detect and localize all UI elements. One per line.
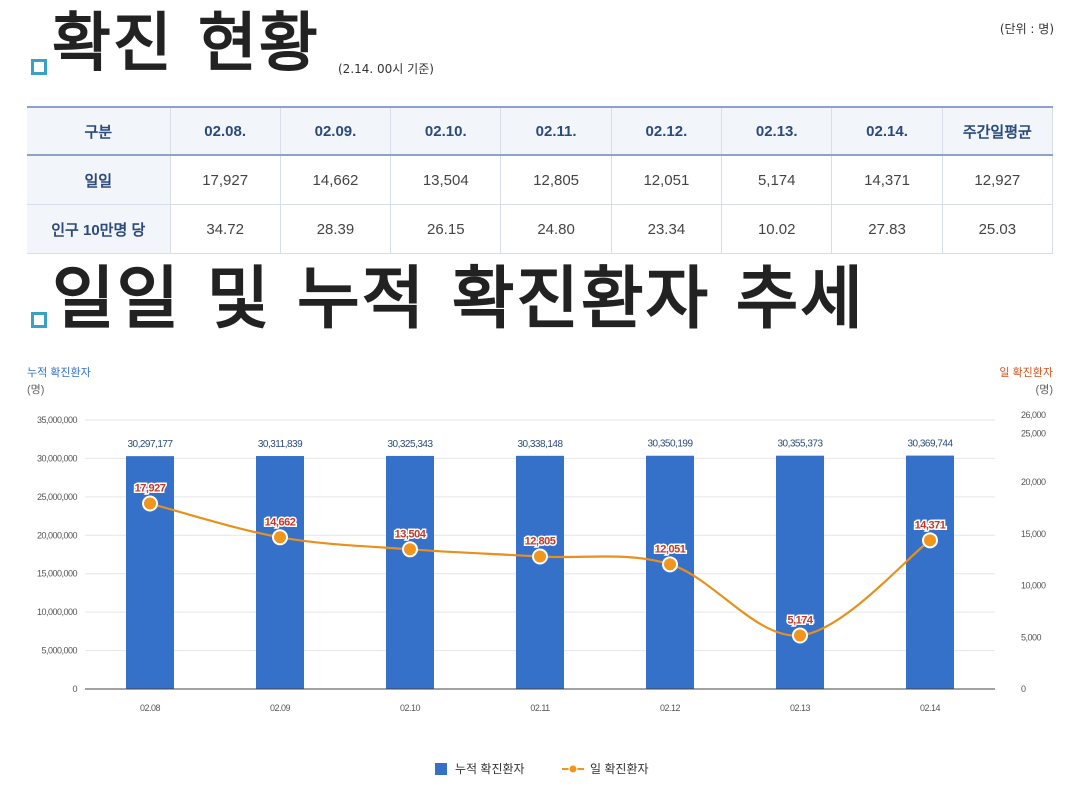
table-cell: 34.72 xyxy=(169,204,281,254)
table-cell: 17,927 xyxy=(169,155,281,205)
bar-data-label: 30,311,839 xyxy=(258,439,303,450)
left-tick-label: 30,000,000 xyxy=(37,453,78,463)
x-tick-label: 02.14 xyxy=(920,703,941,713)
line-data-label: 5,174 xyxy=(787,614,813,626)
x-tick-label: 02.11 xyxy=(530,703,550,713)
left-axis-unit: (명) xyxy=(27,383,44,396)
table-header-row: 구분 02.08. 02.09. 02.10. 02.11. 02.12. 02… xyxy=(27,106,1054,156)
bar-data-label: 30,338,148 xyxy=(517,439,563,450)
table-cell: 26.15 xyxy=(390,204,501,254)
section-bullet-1 xyxy=(31,59,47,75)
x-tick-label: 02.13 xyxy=(790,703,811,713)
table-cell: 12,927 xyxy=(941,155,1054,205)
left-tick-label: 0 xyxy=(72,684,77,694)
x-tick-label: 02.12 xyxy=(660,703,681,713)
column-header: 02.10. xyxy=(390,106,501,156)
trend-chart: 0 5,000,000 10,000,000 15,000,000 20,000,000… xyxy=(27,365,1053,776)
legend-bar-label: 누적 확진환자 xyxy=(455,762,525,776)
table-cell: 23.34 xyxy=(610,204,722,254)
right-tick-label: 20,000 xyxy=(1021,477,1046,487)
bar xyxy=(776,455,824,689)
section-bullet-2 xyxy=(31,312,47,328)
right-tick-label: 25,000 xyxy=(1021,428,1046,438)
bar xyxy=(126,456,174,689)
bar xyxy=(906,455,954,689)
bar-data-label: 30,297,177 xyxy=(127,439,173,450)
table-cell: 12,051 xyxy=(610,155,722,205)
left-tick-label: 35,000,000 xyxy=(37,415,78,425)
table-cell: 25.03 xyxy=(941,204,1054,254)
legend-line-marker xyxy=(568,764,578,774)
legend-line-label: 일 확진환자 xyxy=(590,762,649,776)
line-data-label: 13,504 xyxy=(395,528,427,540)
table-row: 인구 10만명 당 34.72 28.39 26.15 24.80 23.34 … xyxy=(27,204,1054,254)
right-axis-unit: (명) xyxy=(1036,383,1053,396)
column-header: 주간일평균 xyxy=(941,106,1054,156)
table-cell: 5,174 xyxy=(721,155,832,205)
line-data-label: 12,051 xyxy=(655,543,686,555)
table-row: 일일 17,927 14,662 13,504 12,805 12,051 5,… xyxy=(27,155,1054,205)
right-tick-label: 15,000 xyxy=(1021,529,1046,539)
unit-label: (단위 : 명) xyxy=(999,22,1054,36)
left-tick-label: 25,000,000 xyxy=(37,492,78,502)
table-cell: 28.39 xyxy=(279,204,391,254)
column-header: 02.09. xyxy=(279,106,391,156)
right-tick-label: 26,000 xyxy=(1021,410,1046,420)
daily-point xyxy=(532,548,548,565)
column-header: 02.14. xyxy=(831,106,943,156)
bar xyxy=(386,455,434,689)
row-label: 인구 10만명 당 xyxy=(27,204,170,254)
table-cell: 12,805 xyxy=(500,155,612,205)
page-title: 확진 현황 xyxy=(52,7,320,81)
left-tick-label: 10,000,000 xyxy=(37,607,78,617)
table-cell: 13,504 xyxy=(390,155,501,205)
daily-point xyxy=(272,529,288,546)
line-data-label: 14,662 xyxy=(265,516,296,528)
daily-point xyxy=(402,541,418,558)
x-tick-label: 02.08 xyxy=(140,703,161,713)
table-cell: 24.80 xyxy=(500,204,612,254)
right-tick-label: 5,000 xyxy=(1021,632,1042,642)
right-axis-title: 일 확진환자 xyxy=(999,365,1053,379)
left-axis-title: 누적 확진환자 xyxy=(27,366,91,379)
line-data-label: 14,371 xyxy=(915,519,946,531)
bar xyxy=(516,455,564,689)
left-tick-label: 15,000,000 xyxy=(37,569,78,579)
bar-data-label: 30,325,343 xyxy=(387,439,433,450)
right-tick-label: 10,000 xyxy=(1021,581,1046,591)
line-data-label: 17,927 xyxy=(135,483,166,495)
bar-data-label: 30,369,744 xyxy=(907,439,953,450)
stats-table: 구분 02.08. 02.09. 02.10. 02.11. 02.12. 02… xyxy=(27,106,1054,254)
legend-bar-swatch xyxy=(435,763,447,775)
daily-point xyxy=(142,495,158,512)
bar-data-label: 30,350,199 xyxy=(647,439,693,450)
x-tick-label: 02.09 xyxy=(270,703,291,713)
row-label: 일일 xyxy=(27,155,170,205)
table-cell: 10.02 xyxy=(721,204,832,254)
bar xyxy=(256,456,304,689)
column-header: 02.13. xyxy=(721,106,832,156)
left-tick-label: 20,000,000 xyxy=(37,530,78,540)
basis-date: (2.14. 00시 기준) xyxy=(338,62,434,76)
x-tick-label: 02.10 xyxy=(400,703,421,713)
table-cell: 14,371 xyxy=(831,155,943,205)
column-header: 구분 xyxy=(27,106,170,156)
daily-point xyxy=(922,532,938,549)
section-title: 일일 및 누적 확진환자 추세 xyxy=(52,260,865,339)
table-cell: 14,662 xyxy=(279,155,391,205)
line-data-label: 12,805 xyxy=(525,536,556,548)
column-header: 02.08. xyxy=(169,106,281,156)
table-cell: 27.83 xyxy=(831,204,943,254)
daily-point xyxy=(662,556,678,573)
right-tick-label: 0 xyxy=(1021,684,1026,694)
bar-data-label: 30,355,373 xyxy=(777,439,823,450)
daily-point xyxy=(792,627,808,644)
left-tick-label: 5,000,000 xyxy=(41,646,77,656)
column-header: 02.11. xyxy=(500,106,612,156)
column-header: 02.12. xyxy=(610,106,722,156)
